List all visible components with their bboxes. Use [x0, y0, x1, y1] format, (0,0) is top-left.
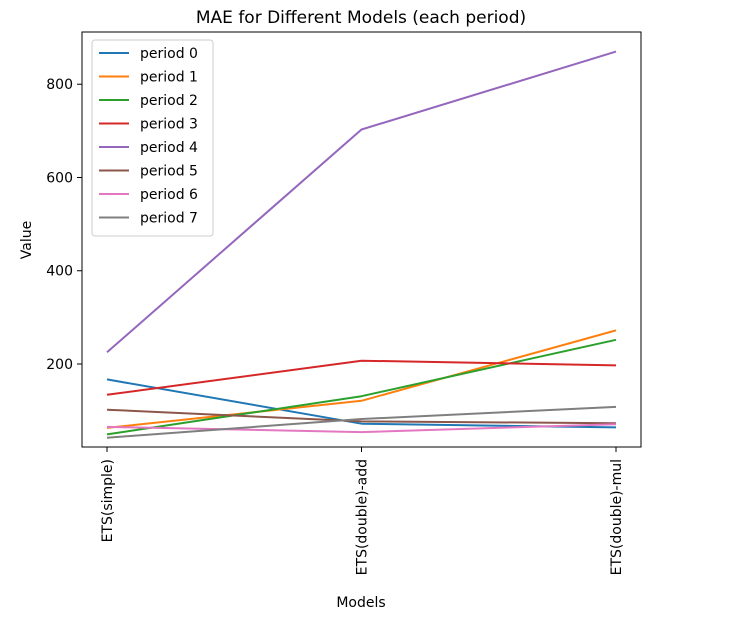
legend-label-2: period 2 — [140, 93, 198, 109]
legend-label-1: period 1 — [140, 70, 198, 86]
legend-label-7: period 7 — [140, 211, 198, 227]
legend-label-3: period 3 — [140, 117, 198, 133]
legend-label-5: period 5 — [140, 164, 198, 180]
legend-box — [91, 39, 214, 237]
legend-label-6: period 6 — [140, 187, 198, 203]
x-tick-label-0: ETS(simple) — [100, 459, 116, 542]
series-line-7 — [106, 405, 617, 439]
series-line-3 — [106, 359, 617, 396]
series-line-5 — [106, 408, 617, 425]
y-tick-label-1: 400 — [46, 264, 73, 280]
x-axis-label: Models — [336, 595, 385, 611]
x-tick-label-2: ETS(double)-mul — [609, 459, 625, 575]
legend: period 0 period 1 period 2 period 3 period 4… — [91, 39, 214, 237]
chart-title: MAE for Different Models (each period) — [196, 8, 526, 28]
y-tick-label-3: 800 — [46, 77, 73, 93]
series-line-4 — [106, 50, 617, 354]
series-line-6 — [106, 423, 617, 434]
x-tick-label-1: ETS(double)-add — [355, 459, 371, 575]
y-tick-label-0: 200 — [46, 357, 73, 373]
y-tick-label-2: 600 — [46, 170, 73, 186]
legend-label-4: period 4 — [140, 140, 198, 156]
y-axis-label: Value — [19, 221, 35, 259]
legend-label-0: period 0 — [140, 46, 198, 62]
series-line-2 — [106, 338, 617, 436]
series-line-1 — [106, 329, 617, 429]
